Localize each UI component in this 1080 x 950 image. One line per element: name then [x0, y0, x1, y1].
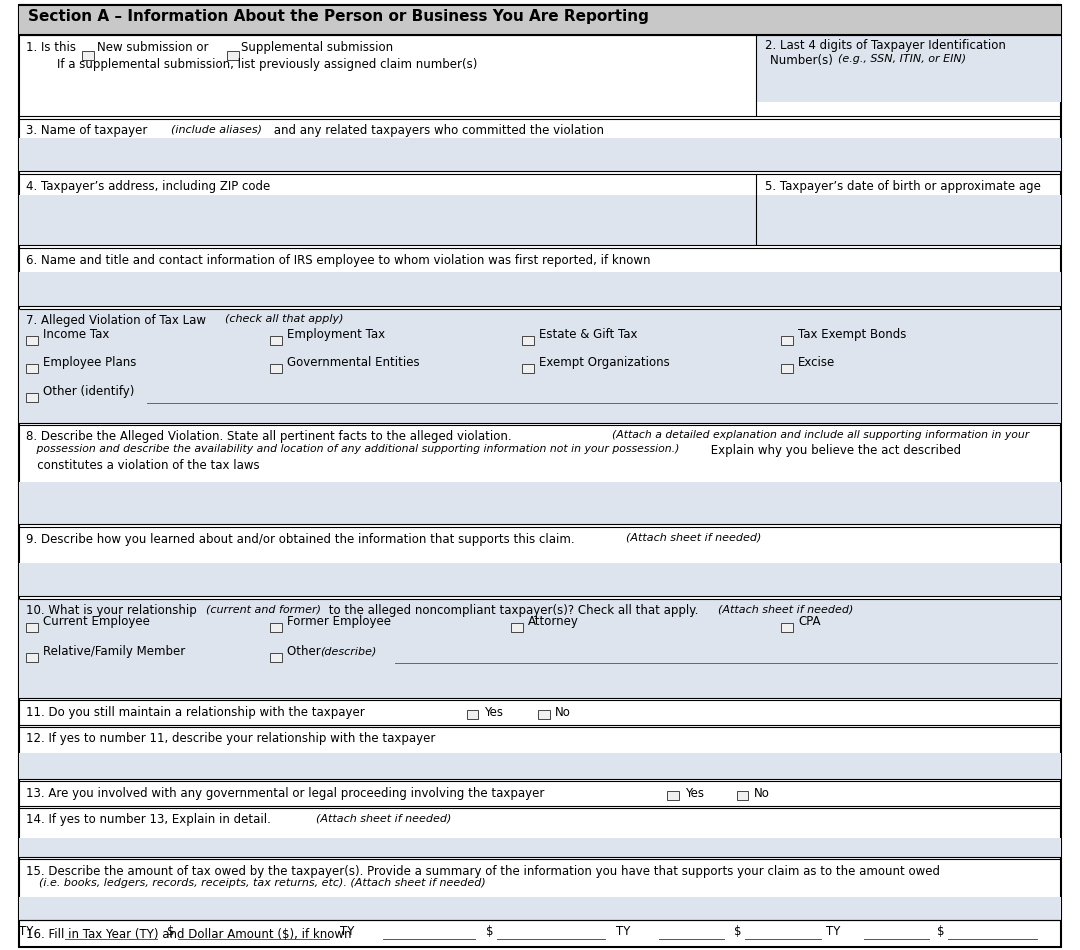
Text: (Attach sheet if needed): (Attach sheet if needed) [626, 533, 761, 543]
Text: Tax Exempt Bonds: Tax Exempt Bonds [798, 328, 906, 341]
Text: 13. Are you involved with any governmental or legal proceeding involving the tax: 13. Are you involved with any government… [26, 787, 544, 800]
Text: Current Employee: Current Employee [43, 615, 150, 628]
Text: Estate & Gift Tax: Estate & Gift Tax [539, 328, 637, 341]
Text: 11. Do you still maintain a relationship with the taxpayer: 11. Do you still maintain a relationship… [26, 706, 365, 719]
Text: No: No [555, 706, 571, 719]
Text: 2. Last 4 digits of Taxpayer Identification: 2. Last 4 digits of Taxpayer Identificat… [765, 39, 1005, 52]
Bar [19, 838, 1061, 857]
Text: Number(s): Number(s) [770, 54, 837, 67]
Text: (describe): (describe) [320, 647, 376, 656]
Bar [270, 364, 282, 373]
Text: (Attach sheet if needed): (Attach sheet if needed) [316, 813, 451, 824]
Text: constitutes a violation of the tax laws: constitutes a violation of the tax laws [26, 459, 259, 472]
Text: (Attach a detailed explanation and include all supporting information in your: (Attach a detailed explanation and inclu… [612, 430, 1029, 441]
Text: $: $ [937, 925, 945, 939]
Bar [227, 50, 239, 60]
Text: Employment Tax: Employment Tax [287, 328, 386, 341]
Text: $: $ [486, 925, 494, 939]
Text: (current and former): (current and former) [206, 604, 321, 615]
Text: Yes: Yes [685, 787, 704, 800]
Text: (check all that apply): (check all that apply) [225, 314, 343, 325]
Text: and any related taxpayers who committed the violation: and any related taxpayers who committed … [270, 124, 604, 138]
Text: Other (identify): Other (identify) [43, 385, 135, 398]
Bar [26, 392, 38, 402]
Bar [667, 790, 679, 800]
Bar [467, 710, 478, 719]
Text: 4. Taxpayer’s address, including ZIP code: 4. Taxpayer’s address, including ZIP cod… [26, 180, 270, 193]
Text: Yes: Yes [484, 706, 503, 719]
Bar [19, 482, 1061, 524]
Text: Other: Other [287, 645, 325, 658]
Bar [781, 622, 793, 632]
Bar [756, 195, 1061, 245]
Text: to the alleged noncompliant taxpayer(s)? Check all that apply.: to the alleged noncompliant taxpayer(s)?… [325, 604, 702, 618]
Text: (e.g., SSN, ITIN, or EIN): (e.g., SSN, ITIN, or EIN) [838, 54, 967, 65]
Text: Employee Plans: Employee Plans [43, 356, 136, 370]
Text: (Attach sheet if needed): (Attach sheet if needed) [718, 604, 853, 615]
Text: 16. Fill in Tax Year (TY) and Dollar Amount ($), if known: 16. Fill in Tax Year (TY) and Dollar Amo… [26, 928, 351, 941]
Text: 9. Describe how you learned about and/or obtained the information that supports : 9. Describe how you learned about and/or… [26, 533, 578, 546]
Bar [522, 364, 534, 373]
Text: 8. Describe the Alleged Violation. State all pertinent facts to the alleged viol: 8. Describe the Alleged Violation. State… [26, 430, 515, 444]
Bar [19, 897, 1061, 920]
Text: New submission or: New submission or [97, 41, 208, 54]
Text: $: $ [167, 925, 175, 939]
Bar [19, 272, 1061, 306]
Bar [538, 710, 550, 719]
Text: TY: TY [826, 925, 840, 939]
Text: CPA: CPA [798, 615, 821, 628]
Text: 1. Is this: 1. Is this [26, 41, 76, 54]
Text: TY: TY [19, 925, 33, 939]
Text: Section A – Information About the Person or Business You Are Reporting: Section A – Information About the Person… [28, 9, 649, 24]
Text: 12. If yes to number 11, describe your relationship with the taxpayer: 12. If yes to number 11, describe your r… [26, 732, 435, 746]
Bar [26, 364, 38, 373]
Bar [19, 195, 756, 245]
Bar [19, 753, 1061, 779]
Text: (include aliases): (include aliases) [171, 124, 261, 135]
Text: Excise: Excise [798, 356, 835, 370]
Bar [82, 50, 94, 60]
Bar [756, 35, 1061, 102]
Text: Governmental Entities: Governmental Entities [287, 356, 420, 370]
Text: No: No [754, 787, 770, 800]
Text: TY: TY [340, 925, 354, 939]
Bar [270, 622, 282, 632]
Bar [19, 309, 1061, 423]
Text: If a supplemental submission, list previously assigned claim number(s): If a supplemental submission, list previ… [57, 58, 477, 71]
Bar [522, 335, 534, 345]
Text: 10. What is your relationship: 10. What is your relationship [26, 604, 201, 618]
Bar [737, 790, 748, 800]
Bar [270, 653, 282, 662]
Bar [19, 598, 1061, 698]
Text: Explain why you believe the act described: Explain why you believe the act describe… [707, 444, 961, 457]
Bar [19, 563, 1061, 596]
Text: 3. Name of taxpayer: 3. Name of taxpayer [26, 124, 151, 138]
Bar [26, 335, 38, 345]
Text: possession and describe the availability and location of any additional supporti: possession and describe the availability… [26, 444, 679, 454]
Bar [26, 653, 38, 662]
Text: 14. If yes to number 13, Explain in detail.: 14. If yes to number 13, Explain in deta… [26, 813, 274, 826]
Bar [781, 364, 793, 373]
Bar [19, 138, 1061, 171]
Text: 7. Alleged Violation of Tax Law: 7. Alleged Violation of Tax Law [26, 314, 210, 328]
Text: Relative/Family Member: Relative/Family Member [43, 645, 186, 658]
Text: Income Tax: Income Tax [43, 328, 109, 341]
Text: Attorney: Attorney [528, 615, 579, 628]
Bar [270, 335, 282, 345]
Bar [19, 5, 1061, 35]
Text: Former Employee: Former Employee [287, 615, 391, 628]
Text: Supplemental submission: Supplemental submission [241, 41, 393, 54]
Bar [781, 335, 793, 345]
Text: (i.e. books, ledgers, records, receipts, tax returns, etc). (Attach sheet if nee: (i.e. books, ledgers, records, receipts,… [39, 878, 486, 888]
Bar [26, 622, 38, 632]
Text: 15. Describe the amount of tax owed by the taxpayer(s). Provide a summary of the: 15. Describe the amount of tax owed by t… [26, 864, 940, 878]
Text: $: $ [734, 925, 742, 939]
Text: Exempt Organizations: Exempt Organizations [539, 356, 670, 370]
Text: 6. Name and title and contact information of IRS employee to whom violation was : 6. Name and title and contact informatio… [26, 254, 650, 267]
Text: 5. Taxpayer’s date of birth or approximate age: 5. Taxpayer’s date of birth or approxima… [765, 180, 1040, 193]
Bar [511, 622, 523, 632]
Text: TY: TY [616, 925, 630, 939]
